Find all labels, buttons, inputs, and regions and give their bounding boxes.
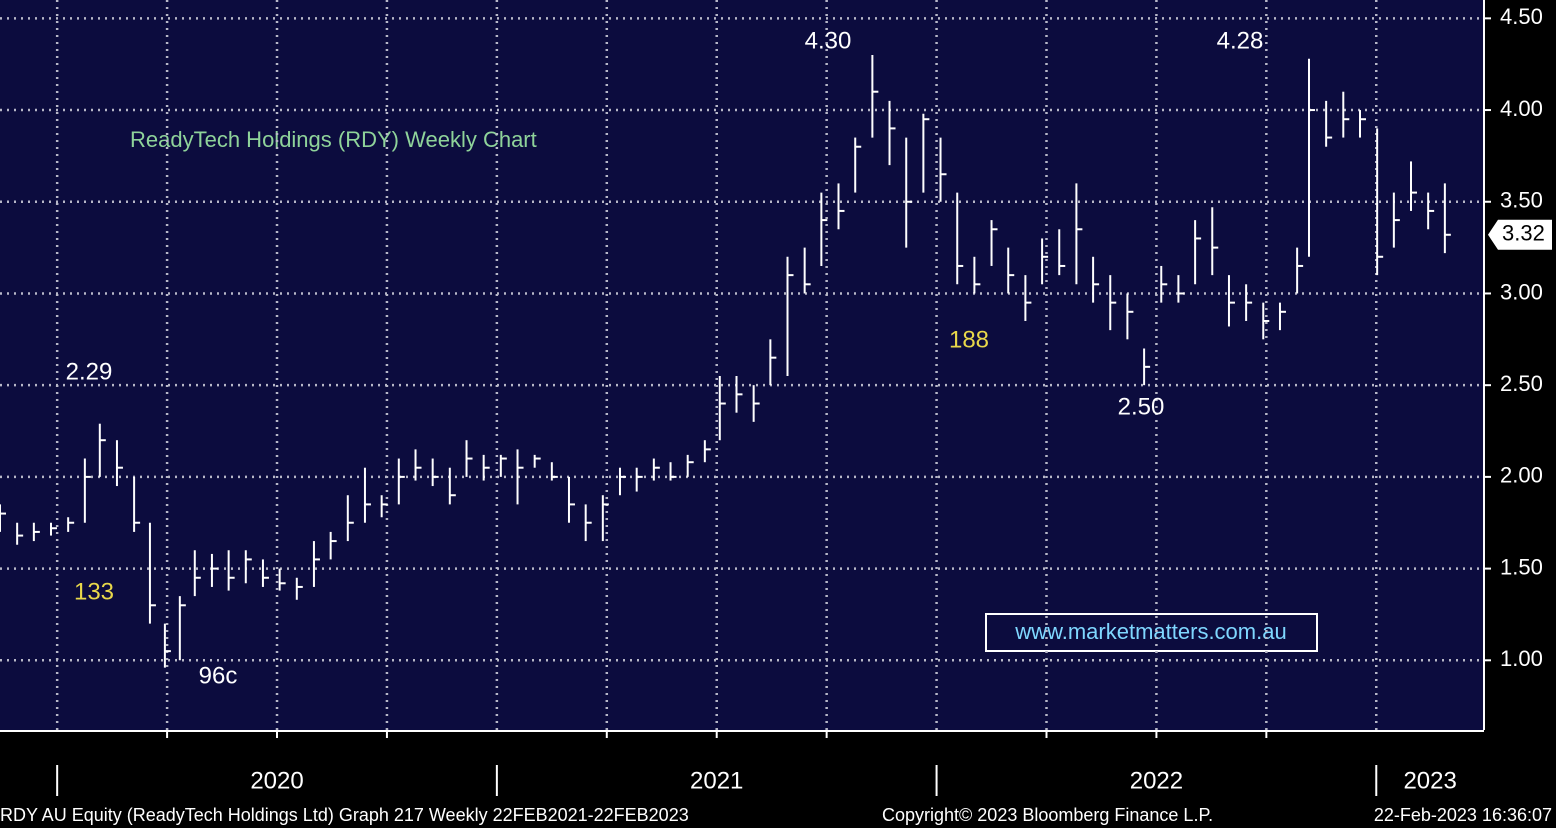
annotation: 2.50 — [1118, 393, 1165, 420]
annotation: 2.29 — [66, 358, 113, 385]
annotation: 133 — [74, 578, 114, 605]
last-price-box — [1488, 219, 1552, 250]
annotation: 188 — [949, 326, 989, 353]
chart-title: ReadyTech Holdings (RDY) Weekly Chart — [130, 127, 537, 152]
y-tick-label: 4.50 — [1500, 4, 1543, 29]
y-tick-label: 3.00 — [1500, 279, 1543, 304]
y-tick-label: 2.00 — [1500, 463, 1543, 488]
y-tick-label: 2.50 — [1500, 371, 1543, 396]
x-tick-label: 2023 — [1403, 767, 1456, 794]
x-tick-label: 2020 — [250, 767, 303, 794]
x-tick-label: 2021 — [690, 767, 743, 794]
annotation: 4.28 — [1217, 27, 1264, 54]
plot-area — [0, 0, 1484, 730]
annotation: 96c — [199, 662, 238, 689]
watermark-box — [985, 613, 1318, 652]
y-tick-label: 3.50 — [1500, 188, 1543, 213]
annotation: 4.30 — [805, 27, 852, 54]
last-price-label: 3.32 — [1502, 221, 1545, 246]
footer: RDY AU Equity (ReadyTech Holdings Ltd) G… — [0, 805, 689, 825]
y-tick-label: 4.00 — [1500, 96, 1543, 121]
watermark: www.marketmatters.com.au — [1014, 619, 1286, 644]
y-tick-label: 1.00 — [1500, 646, 1543, 671]
y-tick-label: 1.50 — [1500, 554, 1543, 579]
footer: 22-Feb-2023 16:36:07 — [1374, 805, 1552, 825]
x-tick-label: 2022 — [1130, 767, 1183, 794]
footer: Copyright© 2023 Bloomberg Finance L.P. — [882, 805, 1213, 825]
